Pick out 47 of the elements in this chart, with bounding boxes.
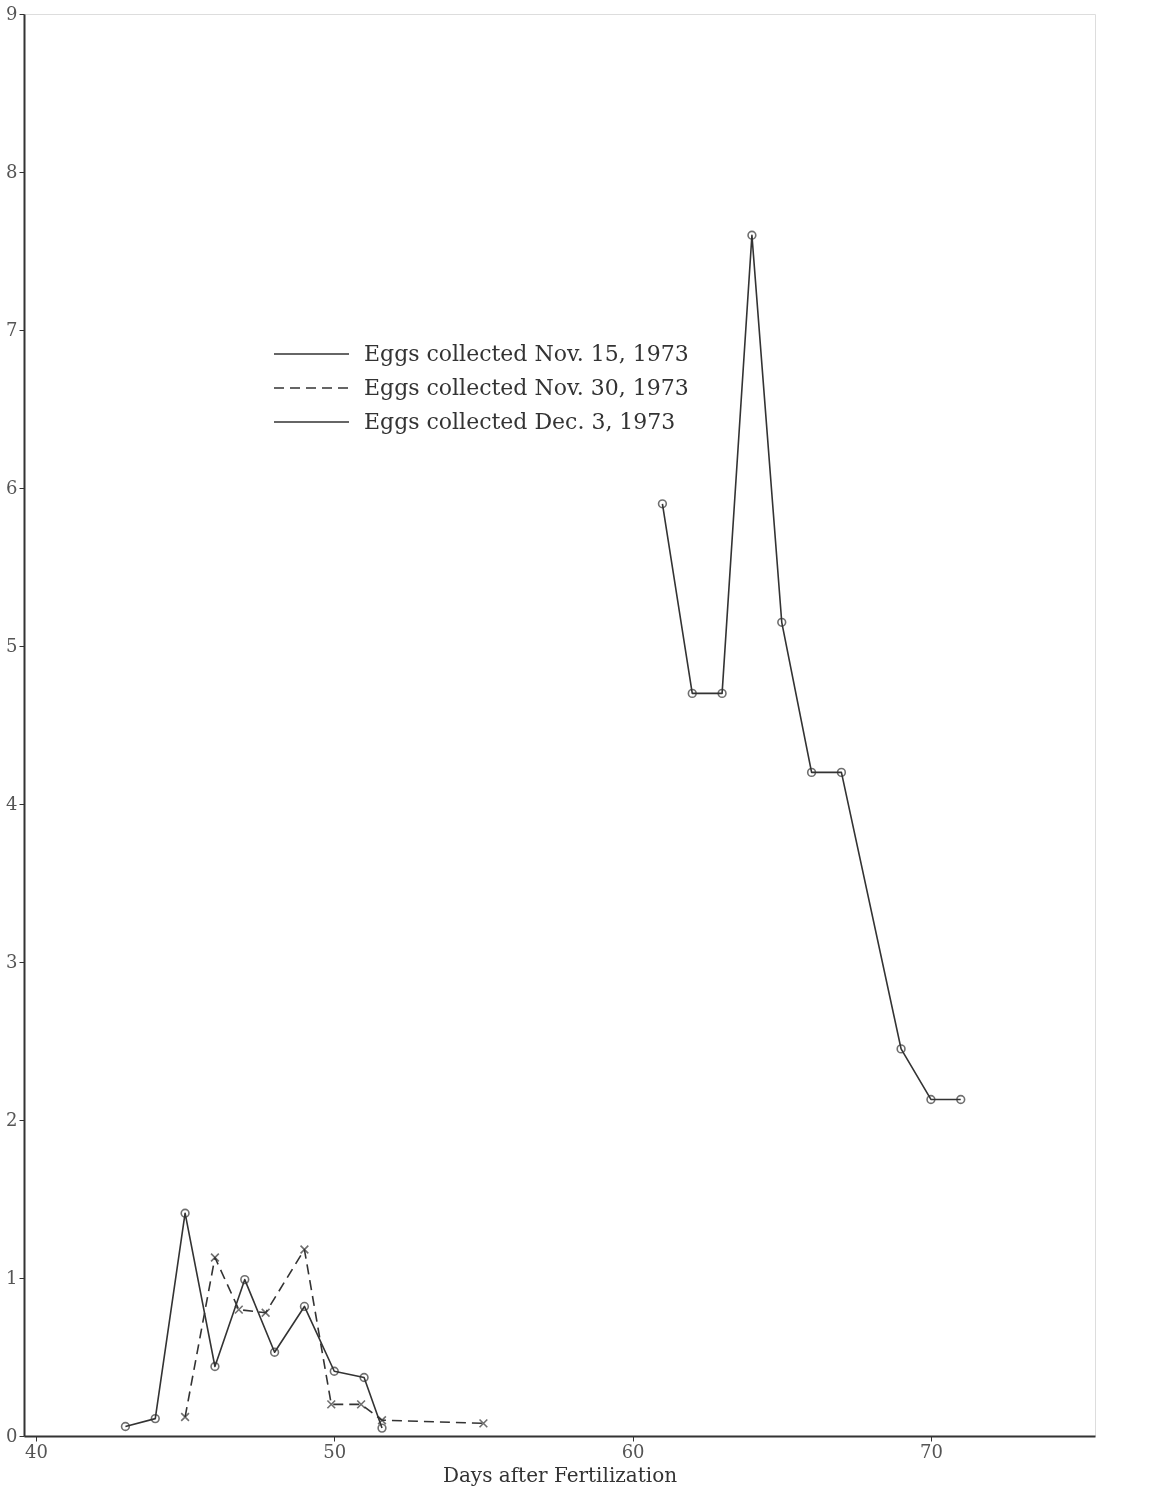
legend-label: Eggs collected Nov. 30, 1973 [364, 375, 689, 400]
point [956, 1094, 966, 1105]
point [747, 230, 757, 240]
y-tick-label: 2 [6, 1108, 18, 1130]
point [717, 688, 727, 699]
point [359, 1372, 369, 1383]
point [478, 1418, 489, 1429]
point [836, 767, 847, 778]
y-tick-label: 0 [6, 1424, 18, 1446]
point [180, 1412, 190, 1422]
x-tick-label: 50 [323, 1440, 347, 1462]
point [329, 1366, 339, 1376]
point [657, 499, 668, 509]
point [806, 767, 817, 778]
y-tick-label: 3 [6, 950, 18, 972]
point [240, 1274, 250, 1285]
y-tick-label: 4 [6, 792, 18, 814]
point [210, 1361, 220, 1372]
y-tick-label: 1 [6, 1266, 18, 1288]
point [234, 1304, 244, 1315]
point [377, 1415, 387, 1425]
point [120, 1421, 131, 1432]
legend-label: Eggs collected Dec. 3, 1973 [364, 409, 676, 434]
point [687, 688, 697, 699]
point [150, 1413, 160, 1424]
point [180, 1208, 190, 1218]
point [326, 1399, 336, 1410]
point [299, 1244, 310, 1255]
y-tick-label: 9 [6, 2, 18, 24]
legend-label: Eggs collected Nov. 15, 1973 [364, 341, 689, 366]
point [777, 617, 787, 627]
point [299, 1301, 310, 1312]
point [269, 1347, 280, 1357]
y-tick-label: 6 [6, 476, 18, 498]
y-tick-label: 8 [6, 160, 18, 182]
x-tick-label: 40 [24, 1440, 48, 1462]
x-axis-title: Days after Fertilization [442, 1462, 678, 1487]
point [377, 1423, 387, 1433]
y-tick-label: 7 [6, 318, 18, 340]
x-tick-label: 60 [621, 1440, 645, 1462]
y-tick-label: 5 [6, 634, 18, 656]
point [926, 1094, 936, 1105]
point [896, 1044, 906, 1054]
point [260, 1308, 271, 1318]
point [210, 1252, 220, 1263]
point [356, 1399, 366, 1410]
x-tick-label: 70 [919, 1440, 943, 1462]
